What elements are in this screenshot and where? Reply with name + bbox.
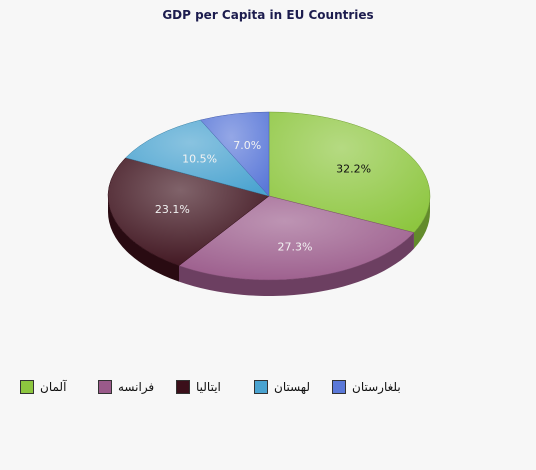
legend-swatch-germany [20,380,34,394]
pie-data-labels: 32.2% 27.3% 23.1% 10.5% 7.0% [155,139,371,253]
pie-slice-germany[interactable] [268,111,431,233]
pie-label-bulgaria: 7.0% [233,139,261,152]
legend-item-germany[interactable]: آلمان [20,378,66,396]
pie-slices [107,111,431,281]
chart-legend: آلمان فرانسه ایتالیا لهستان بلغارستان [20,378,520,398]
legend-item-italy[interactable]: ایتالیا [176,378,221,396]
legend-item-france[interactable]: فرانسه [98,378,154,396]
pie-slice-bulgaria[interactable] [200,111,270,197]
pie-label-germany: 32.2% [336,162,371,175]
legend-swatch-italy [176,380,190,394]
legend-label-poland: لهستان [274,380,310,394]
pie-label-poland: 10.5% [182,153,217,166]
legend-label-bulgaria: بلغارستان [352,380,401,394]
pie-label-france: 27.3% [278,240,313,253]
legend-label-france: فرانسه [118,380,155,394]
legend-swatch-bulgaria [332,380,346,394]
legend-swatch-france [98,380,112,394]
legend-label-germany: آلمان [40,380,67,394]
pie-slice-italy[interactable] [107,157,270,266]
pie-side-italy [108,196,180,282]
legend-swatch-poland [254,380,268,394]
chart-title: GDP per Capita in EU Countries [162,8,374,22]
legend-label-italy: ایتالیا [196,380,221,394]
legend-item-poland[interactable]: لهستان [254,378,310,396]
pie-label-italy: 23.1% [155,203,190,216]
legend-item-bulgaria[interactable]: بلغارستان [332,378,401,396]
pie-slice-poland[interactable] [125,119,270,197]
pie-slice-france[interactable] [178,195,415,281]
pie-side-france [179,232,414,296]
